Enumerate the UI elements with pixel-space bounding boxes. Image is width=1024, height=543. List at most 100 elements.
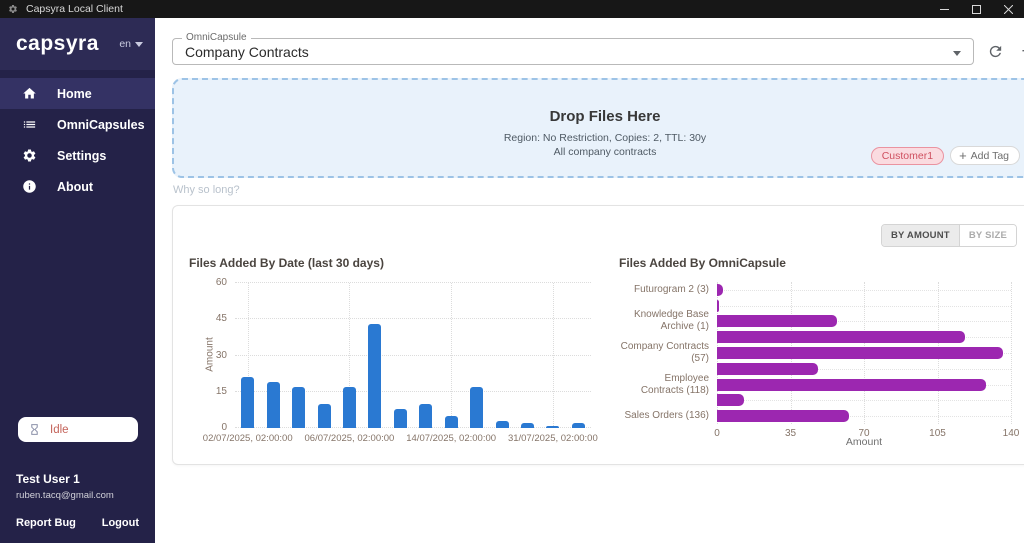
gridline [717,289,1011,291]
by-size-button[interactable]: BY SIZE [958,225,1016,246]
logout-link[interactable]: Logout [101,517,139,529]
chevron-down-icon [135,41,143,47]
report-bug-link[interactable]: Report Bug [16,517,76,529]
date-bar [317,403,331,428]
gridline [1011,282,1012,424]
sidebar-header: capsyra en [0,18,155,70]
files-by-date-chart: Files Added By Date (last 30 days) Amoun… [189,256,607,444]
gridline [717,305,1011,307]
minimize-button[interactable] [928,0,960,18]
add-tag-button[interactable]: + Add Tag [950,146,1020,165]
date-bar [368,324,382,428]
gridline [247,283,249,428]
date-bar [495,420,509,428]
capsule-bar [717,283,724,296]
y-tick-label: 0 [221,422,227,433]
date-bar [444,415,458,428]
capsule-bar [717,394,745,407]
y-tick-label: 15 [215,385,227,397]
gridline [552,283,554,428]
hourglass-icon [31,424,38,435]
list-icon [22,117,37,132]
capsule-bar [717,331,965,344]
status-indicator[interactable]: Idle [18,417,138,442]
capsule-bar [717,362,818,375]
date-bar [520,423,534,428]
user-info: Test User 1 ruben.tacq@gmail.com [0,442,155,501]
sidebar-item-label: Home [57,86,92,101]
omnicapsule-select-label: OmniCapsule [182,32,251,43]
capsule-bar [717,315,837,328]
capsule-chart-plot: 0 35 70 105 140 Futurogram 2 (3) Knowledge Bas… [621,282,1019,439]
dropdown-arrow-icon [953,43,961,61]
language-selector[interactable]: en [119,38,143,50]
language-value: en [119,38,131,50]
gridline [349,283,351,428]
sidebar-spacer [0,202,155,417]
date-chart-title: Files Added By Date (last 30 days) [189,256,384,270]
y-tick-label: 60 [215,277,227,288]
sidebar-item-about[interactable]: About [0,171,155,202]
plus-icon: + [1021,42,1024,61]
dropzone[interactable]: Drop Files Here Region: No Restriction, … [172,78,1024,178]
capsule-bar [717,410,850,423]
add-capsule-button[interactable]: + [1016,41,1024,63]
tag-customer1[interactable]: Customer1 [870,146,945,165]
category-label: Sales Orders (136) [624,410,709,422]
gridline [235,427,591,428]
date-bar [546,425,560,428]
date-bar [419,403,433,428]
gridline [717,321,1011,323]
capsule-bar [717,347,1003,359]
capsule-chart-xlabel: Amount [845,436,883,448]
category-label: Knowledge Base Archive (1) [633,309,709,333]
gridline [235,282,591,283]
charts-row: Files Added By Date (last 30 days) Amoun… [173,206,1024,448]
gridline [235,318,591,320]
sidebar-item-omnicapsules[interactable]: OmniCapsules [0,109,155,140]
user-name: Test User 1 [16,472,80,486]
capsyra-logo: capsyra [16,32,99,55]
close-button[interactable] [992,0,1024,18]
status-label: Idle [50,423,69,436]
by-amount-button[interactable]: BY AMOUNT [882,225,959,246]
home-icon [22,86,37,101]
x-tick-label: 31/07/2025, 02:00:00 [507,433,598,444]
sidebar-nav: Home OmniCapsules Settings About [0,78,155,202]
user-email: ruben.tacq@gmail.com [16,490,114,501]
chart-mode-toggle: BY AMOUNT BY SIZE [881,224,1017,247]
capsule-bar [717,378,986,391]
y-tick-label: 30 [215,349,227,361]
sidebar-item-label: OmniCapsules [57,117,145,132]
sidebar-item-settings[interactable]: Settings [0,140,155,171]
sidebar-item-home[interactable]: Home [0,78,155,109]
capsule-chart-title: Files Added By OmniCapsule [619,256,786,270]
x-tick-label: 140 [1002,428,1020,439]
dropzone-tags: Customer1 + Add Tag [870,146,1020,165]
capsule-bar [717,299,720,312]
titlebar: Capsyra Local Client [0,0,1024,18]
capsule-chart-plot-wrap: 0 35 70 105 140 Futurogram 2 (3) Knowledge Bas… [621,282,1019,448]
x-tick-label: 70 [858,428,870,439]
why-so-long-link[interactable]: Why so long? [173,184,240,196]
category-label: Company Contracts (57) [620,341,709,364]
maximize-button[interactable] [960,0,992,18]
date-chart-plot-wrap: Amount 0 15 30 45 60 02/07/2025, 02:00:00 06/0… [203,277,598,444]
omnicapsule-select[interactable]: OmniCapsule Company Contracts [172,32,974,65]
x-tick-label: 105 [929,428,946,439]
date-bar [241,377,255,428]
x-tick-label: 35 [784,428,797,439]
sidebar: capsyra en Home OmniCapsules [0,18,155,543]
gridline [717,416,1011,418]
x-tick-label: 06/07/2025, 02:00:00 [304,433,395,444]
dropzone-title: Drop Files Here [549,108,661,125]
x-tick-label: 14/07/2025, 02:00:00 [406,433,497,444]
date-chart-ylabel: Amount [204,336,216,372]
gear-icon [22,148,37,163]
gridline [235,390,591,392]
date-bar [342,386,356,428]
refresh-button[interactable] [984,41,1006,63]
add-tag-label: Add Tag [970,149,1009,162]
date-bar [266,382,280,428]
category-label: Employee Contracts (118) [640,372,709,396]
